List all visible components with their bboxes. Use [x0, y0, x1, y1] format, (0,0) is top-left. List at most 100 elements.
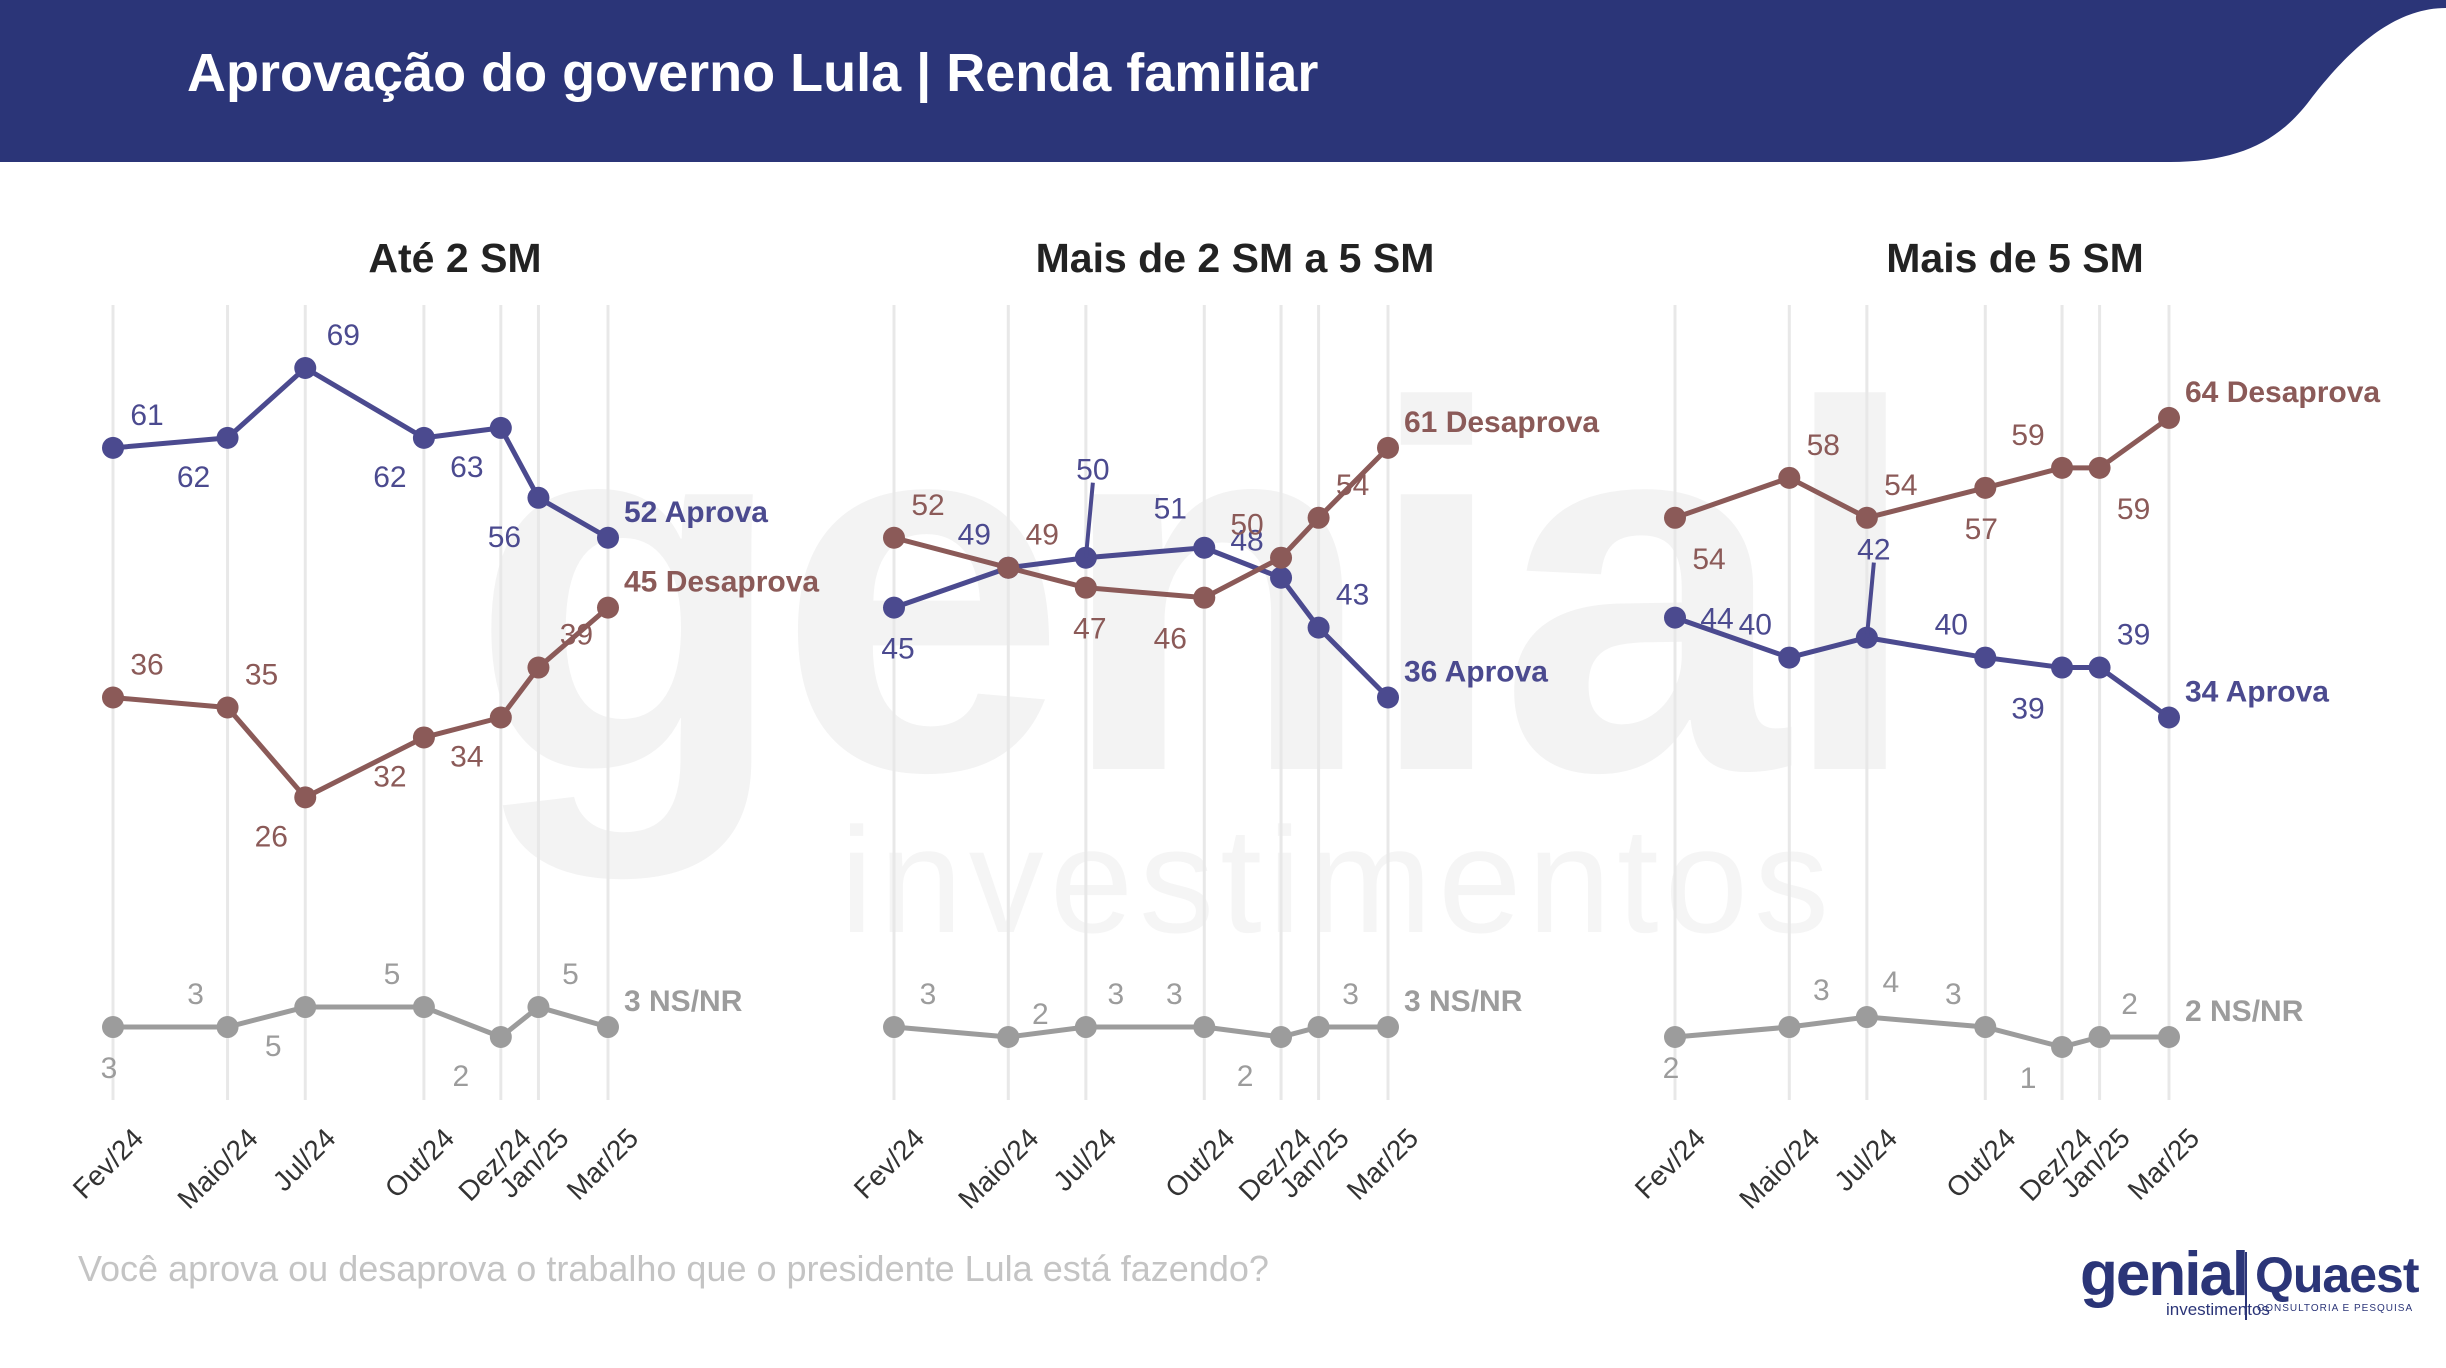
panel-1-aprova-value-label: 63	[450, 451, 483, 484]
panel-2-title: Mais de 2 SM a 5 SM	[1036, 235, 1435, 281]
panel-1-x-tick-label: Jul/24	[267, 1122, 342, 1197]
panel-1-desaprova-line	[112, 605, 610, 800]
panel-1-desaprova-point	[597, 596, 619, 619]
panel-3-aprova-point	[1974, 646, 1997, 669]
panel-1-nsnr-value-label: 2	[452, 1060, 469, 1093]
panel-1-aprova-point	[216, 426, 239, 449]
panel-2-aprova-value-label: 43	[1336, 579, 1369, 612]
panel-3-aprova-point	[2158, 706, 2180, 729]
panel-3-aprova-point	[1664, 606, 1686, 629]
panel-3-nsnr-value-label: 2	[2121, 988, 2138, 1021]
panel-2-x-tick-label: Mar/25	[1341, 1122, 1425, 1206]
panel-1-aprova-point	[489, 416, 512, 439]
panel-3-aprova-value-label: 39	[2011, 693, 2044, 726]
panel-1-desaprova-value-label: 34	[450, 740, 483, 773]
header-background	[0, 0, 2446, 162]
panel-1-desaprova-point	[489, 706, 512, 729]
panel-2-aprova-value-label: 48	[1230, 525, 1263, 558]
panel-2-nsnr-point	[1307, 1016, 1330, 1039]
panel-1-aprova-line	[112, 365, 610, 540]
panel-1-desaprova-value-label: 32	[373, 760, 406, 793]
panel-1-x-tick-label: Maio/24	[171, 1122, 263, 1214]
panel-2-aprova-point	[1270, 566, 1293, 589]
panel-2-desaprova-point	[1377, 436, 1399, 459]
panel-3-desaprova-point	[1974, 476, 1997, 499]
panel-3-desaprova-value-label: 54	[1692, 543, 1725, 576]
panel-3-desaprova-value-label: 58	[1807, 429, 1840, 462]
quaest-logo-word: Quaest	[2255, 1247, 2420, 1303]
panel-2-x-tick-label: Out/24	[1159, 1122, 1240, 1203]
panel-2-desaprova-value-label: 52	[911, 489, 944, 522]
panel-2-aprova-point	[1377, 686, 1399, 709]
panel-2-desaprova-point	[997, 556, 1020, 579]
panel-3-aprova-point	[2051, 656, 2074, 679]
panel-3-nsnr-point	[2051, 1036, 2074, 1058]
panel-1-nsnr-value-label: 3	[187, 978, 204, 1011]
panel-1-desaprova-point	[102, 686, 124, 709]
panel-1-nsnr-value-label: 5	[265, 1030, 282, 1063]
panel-2-aprova-value-label: 51	[1154, 493, 1187, 526]
panel-1-desaprova-value-label: 36	[130, 649, 163, 682]
panel-3-desaprova-point	[1778, 466, 1801, 489]
panel-1-aprova-value-label: 56	[488, 521, 521, 554]
panel-2-desaprova-value-label: 46	[1154, 623, 1187, 656]
panel-1-desaprova-point	[216, 696, 239, 719]
panel-2-x-tick-label: Jul/24	[1047, 1122, 1122, 1197]
panel-3-desaprova-point	[2158, 406, 2180, 429]
panel-2-aprova-value-label: 50	[1076, 454, 1109, 487]
panel-3-aprova-end-label: 34 Aprova	[2185, 675, 2329, 708]
panel-1-nsnr-point	[489, 1026, 512, 1049]
panel-3-nsnr-value-label: 2	[1663, 1052, 1680, 1085]
panel-3-nsnr-point	[1664, 1026, 1686, 1049]
panel-2-desaprova-point	[883, 526, 905, 549]
panel-2-desaprova-point	[1193, 586, 1216, 609]
panel-2-desaprova-value-label: 47	[1073, 613, 1106, 646]
panel-3-aprova-value-label: 44	[1700, 603, 1733, 636]
panel-3-desaprova-point	[1855, 506, 1878, 529]
panel-2-aprova-point	[1307, 616, 1330, 639]
quaest-logo-sub: CONSULTORIA E PESQUISA	[2257, 1303, 2414, 1314]
panel-1-nsnr-point	[597, 1016, 619, 1039]
panel-3-desaprova-value-label: 59	[2011, 419, 2044, 452]
panel-1-aprova-value-label: 62	[373, 461, 406, 494]
panel-2-aprova-value-label: 45	[881, 633, 914, 666]
panel-2-aprova-point	[1193, 536, 1216, 559]
panel-1-aprova-point	[294, 357, 317, 379]
panel-3-nsnr-point	[2088, 1026, 2111, 1049]
panel-1-nsnr-point	[102, 1016, 124, 1039]
survey-question: Você aprova ou desaprova o trabalho que …	[78, 1248, 1269, 1289]
panel-3-desaprova-end-label: 64 Desaprova	[2185, 376, 2380, 409]
panel-2-nsnr-value-label: 3	[1342, 978, 1359, 1011]
panel-3-aprova-value-label: 40	[1935, 609, 1968, 642]
panel-1-desaprova-value-label: 26	[255, 820, 288, 853]
panel-2-x-tick-label: Maio/24	[952, 1122, 1044, 1214]
panel-2-nsnr-point	[997, 1026, 1020, 1049]
genial-logo: genial investimentos	[2070, 1240, 2270, 1330]
panel-2-aprova-value-label: 49	[958, 519, 991, 552]
panel-3-desaprova-value-label: 57	[1965, 513, 1998, 546]
panel-3-aprova-value-label: 40	[1739, 609, 1772, 642]
panel-2-nsnr-end-label: 3 NS/NR	[1404, 985, 1523, 1018]
panel-3-nsnr-value-label: 3	[1813, 974, 1830, 1007]
panel-3-nsnr-end-label: 2 NS/NR	[2185, 995, 2304, 1028]
panel-3-x-tick-label: Mar/25	[2122, 1122, 2206, 1206]
panel-3-desaprova-value-label: 54	[1884, 469, 1917, 502]
panel-2-desaprova-value-label: 50	[1230, 509, 1263, 542]
panel-2-desaprova-point	[1270, 546, 1293, 569]
panel-3-aprova-point	[1778, 646, 1801, 669]
panel-1-title: Até 2 SM	[368, 235, 541, 281]
panel-3-nsnr-point	[1855, 1006, 1878, 1029]
panel-3-title: Mais de 5 SM	[1886, 235, 2143, 281]
panel-2-desaprova-value-label: 49	[1026, 519, 1059, 552]
logo-divider	[2245, 1252, 2247, 1320]
panel-1-desaprova-value-label: 39	[560, 619, 593, 652]
panel-1-x-tick-label: Out/24	[379, 1122, 460, 1203]
panel-3-desaprova-point	[1664, 506, 1686, 529]
panel-2-nsnr-point	[1074, 1016, 1097, 1039]
panel-3-leader-line	[1864, 562, 1876, 638]
panel-3-nsnr-point	[1778, 1016, 1801, 1039]
panel-3-x-tick-label: Fev/24	[1629, 1122, 1711, 1204]
logos: genial investimentos Quaest CONSULTORIA …	[2060, 1240, 2420, 1330]
genial-logo-sub: investimentos	[2166, 1300, 2270, 1319]
panel-2-aprova-end-label: 36 Aprova	[1404, 656, 1548, 689]
